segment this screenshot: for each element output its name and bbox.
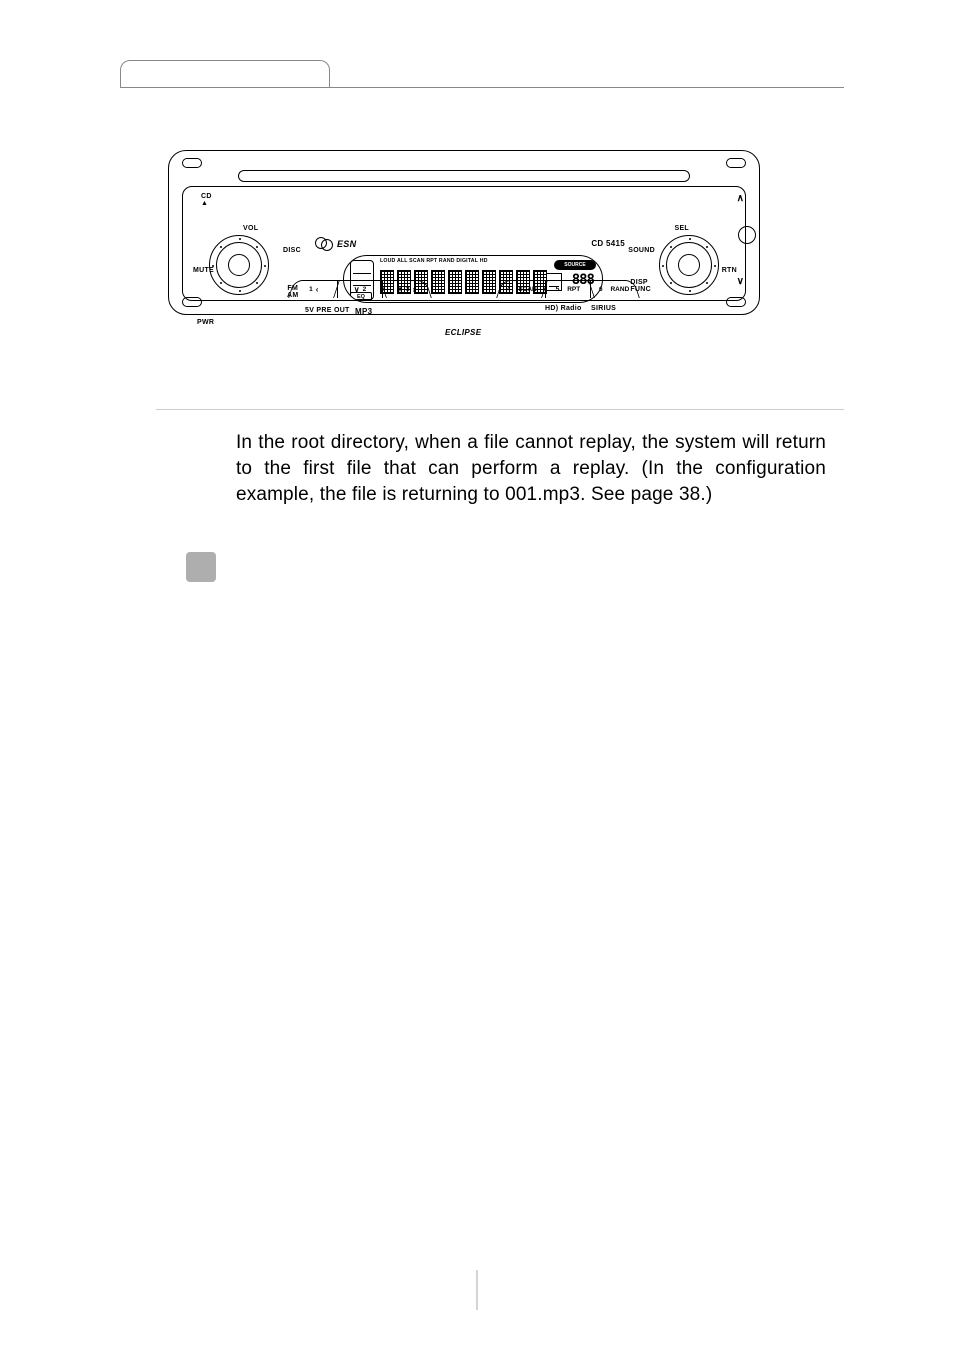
keys-left: 1‹ ∨2 ∧3› [291, 280, 429, 298]
label-cd: CD▲ [201, 193, 212, 207]
volume-knob [209, 235, 269, 295]
lcd-annunciators: LOUD ALL SCAN RPT RAND DIGITAL HD [380, 258, 550, 264]
label-model: CD 5415 [591, 239, 625, 248]
page: ∧ ∨ [0, 0, 954, 1355]
knob-ticks-right [662, 238, 716, 292]
header-tab [120, 60, 330, 88]
label-disc: DISC [283, 247, 301, 254]
release-tab-top-right [726, 158, 746, 168]
label-esn: ESN [337, 239, 356, 249]
body-paragraph: In the root directory, when a file canno… [236, 430, 826, 508]
label-sel: SEL [674, 225, 689, 232]
device-faceplate: CD▲ VOL SEL DISC SOUND MUTE RTN FMAM DIS… [182, 186, 746, 301]
section-heading-bar [120, 378, 156, 414]
preset-key-row: 1‹ ∨2 ∧3› 4 SCAN 5 RPT 6 RAND [291, 280, 637, 298]
label-mute: MUTE [193, 267, 214, 274]
knob-ticks-left [212, 238, 266, 292]
header-rule [120, 87, 844, 88]
car-stereo-diagram: ∧ ∨ [168, 150, 760, 315]
key-2: ∨2 [337, 280, 383, 298]
label-preout: 5V PRE OUT [305, 307, 350, 314]
key-3: ∧3› [380, 280, 432, 298]
section-heading-rule [156, 409, 844, 410]
label-rtn: RTN [722, 267, 737, 274]
label-pwr: PWR [197, 319, 214, 326]
key-4-scan: 4 SCAN [496, 280, 548, 298]
footer-center-rule [477, 1270, 478, 1310]
header-tab-area [120, 60, 844, 88]
key-5-rpt: 5 RPT [545, 280, 591, 298]
margin-marker [186, 552, 216, 582]
compact-disc-icon [315, 237, 333, 249]
label-sirius: SIRIUS [591, 305, 616, 312]
label-sound: SOUND [628, 247, 655, 254]
release-tab-top-left [182, 158, 202, 168]
cd-slot [238, 170, 690, 182]
label-vol: VOL [243, 225, 258, 232]
key-6-rand: 6 RAND [588, 280, 640, 298]
label-eclipse: ECLIPSE [445, 328, 481, 337]
select-knob [659, 235, 719, 295]
label-mp3: MP3 [355, 307, 372, 316]
source-button-label: SOURCE [554, 260, 596, 270]
label-hd-radio: HD) Radio [545, 305, 582, 312]
key-1: 1‹ [288, 280, 340, 298]
keys-right: 4 SCAN 5 RPT 6 RAND [499, 280, 637, 298]
